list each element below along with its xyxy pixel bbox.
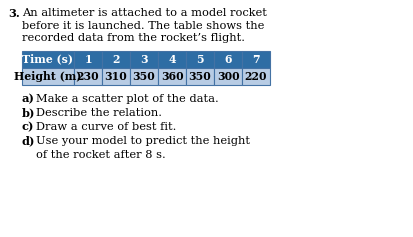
Bar (130, 50, 158, 68)
Bar (22, 50, 74, 68)
Text: 310: 310 (104, 70, 127, 82)
Text: Describe the relation.: Describe the relation. (36, 108, 161, 118)
Text: 3.: 3. (8, 8, 20, 19)
Text: recorded data from the rocket’s flight.: recorded data from the rocket’s flight. (22, 33, 244, 43)
Text: Time (s): Time (s) (22, 54, 74, 64)
Text: Make a scatter plot of the data.: Make a scatter plot of the data. (36, 94, 218, 104)
Bar (185, 50, 214, 68)
Text: 3: 3 (140, 54, 147, 64)
Text: 350: 350 (132, 70, 155, 82)
Text: 350: 350 (188, 70, 211, 82)
Text: 220: 220 (244, 70, 267, 82)
Text: Height (m): Height (m) (14, 70, 81, 82)
Text: c): c) (22, 122, 34, 132)
Bar (130, 68, 158, 85)
Bar (242, 50, 269, 68)
Bar (185, 68, 214, 85)
Bar (22, 68, 74, 85)
Bar (74, 50, 102, 68)
Text: Use your model to predict the height: Use your model to predict the height (36, 136, 249, 146)
Bar (214, 50, 242, 68)
Text: 2: 2 (112, 54, 119, 64)
Text: 230: 230 (76, 70, 99, 82)
Bar (158, 68, 185, 85)
Text: 1: 1 (84, 54, 92, 64)
Text: 5: 5 (196, 54, 203, 64)
Bar (102, 68, 130, 85)
Bar (74, 68, 102, 85)
Bar (102, 50, 130, 68)
Text: 360: 360 (160, 70, 183, 82)
Bar (242, 68, 269, 85)
Text: before it is launched. The table shows the: before it is launched. The table shows t… (22, 20, 264, 31)
Text: a): a) (22, 94, 35, 105)
Text: 6: 6 (224, 54, 231, 64)
Text: Draw a curve of best fit.: Draw a curve of best fit. (36, 122, 176, 132)
Text: of the rocket after 8 s.: of the rocket after 8 s. (36, 150, 165, 160)
Bar (214, 68, 242, 85)
Text: 7: 7 (252, 54, 259, 64)
Bar (158, 50, 185, 68)
Text: d): d) (22, 136, 36, 146)
Text: An altimeter is attached to a model rocket: An altimeter is attached to a model rock… (22, 8, 266, 18)
Text: 4: 4 (168, 54, 176, 64)
Text: b): b) (22, 108, 36, 118)
Text: 300: 300 (216, 70, 239, 82)
